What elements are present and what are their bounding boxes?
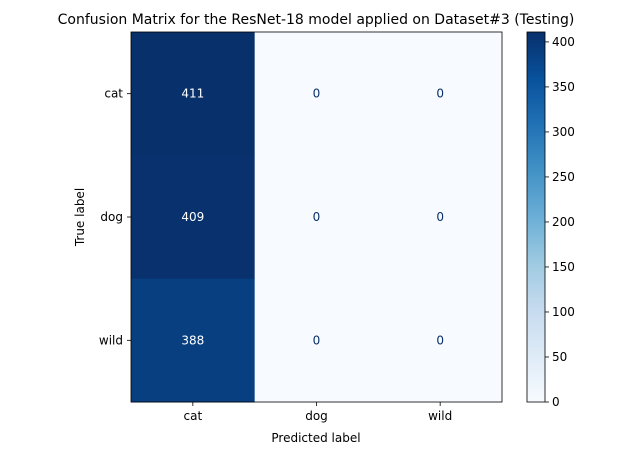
y-axis-ticks: cat dog wild — [99, 87, 131, 347]
x-tick-label-cat: cat — [184, 409, 203, 423]
matrix-cell-value: 0 — [313, 333, 321, 347]
matrix-cell-wild-dog — [254, 278, 379, 403]
colorbar — [526, 31, 546, 403]
y-axis-label: True label — [73, 188, 87, 247]
matrix-cell-value: 409 — [181, 210, 204, 224]
matrix-cell-dog-cat — [131, 155, 256, 280]
x-tick-label-dog: dog — [305, 409, 328, 423]
colorbar-tick-label: 50 — [552, 350, 567, 364]
matrix-cell-value: 388 — [181, 333, 204, 347]
matrix-cell-value: 0 — [436, 87, 444, 101]
y-tick-label-dog: dog — [100, 210, 123, 224]
y-tick-label-cat: cat — [104, 87, 123, 101]
matrix-cell-wild-cat — [131, 278, 256, 403]
y-tick-label-wild: wild — [99, 333, 123, 347]
x-tick-label-wild: wild — [428, 409, 452, 423]
chart-title: Confusion Matrix for the ResNet-18 model… — [58, 12, 575, 28]
matrix-cell-value: 0 — [436, 333, 444, 347]
matrix-cell-value: 411 — [181, 87, 204, 101]
colorbar-ticks: 0 50 100 150 200 250 300 350 400 — [545, 35, 575, 409]
matrix-cell-cat-cat — [131, 32, 256, 156]
matrix-cell-labels: 411 0 0 409 0 0 388 0 0 — [181, 87, 444, 348]
colorbar-tick-label: 100 — [552, 305, 575, 319]
matrix-cell-dog-dog — [254, 155, 379, 280]
matrix-cell-cat-dog — [254, 32, 379, 156]
matrix-cell-dog-wild — [378, 155, 503, 280]
matrix-cell-cat-wild — [378, 32, 503, 156]
x-axis-label: Predicted label — [271, 431, 360, 445]
colorbar-tick-label: 200 — [552, 215, 575, 229]
matrix-cell-value: 0 — [313, 210, 321, 224]
matrix-cells — [131, 32, 503, 403]
colorbar-tick-label: 250 — [552, 170, 575, 184]
colorbar-tick-label: 400 — [552, 35, 575, 49]
colorbar-tick-label: 150 — [552, 260, 575, 274]
matrix-cell-wild-wild — [378, 278, 503, 403]
matrix-cell-value: 0 — [436, 210, 444, 224]
colorbar-tick-label: 0 — [552, 395, 560, 409]
matrix-cell-value: 0 — [313, 87, 321, 101]
colorbar-tick-label: 350 — [552, 80, 575, 94]
x-axis-ticks: cat dog wild — [184, 402, 452, 423]
colorbar-tick-label: 300 — [552, 125, 575, 139]
